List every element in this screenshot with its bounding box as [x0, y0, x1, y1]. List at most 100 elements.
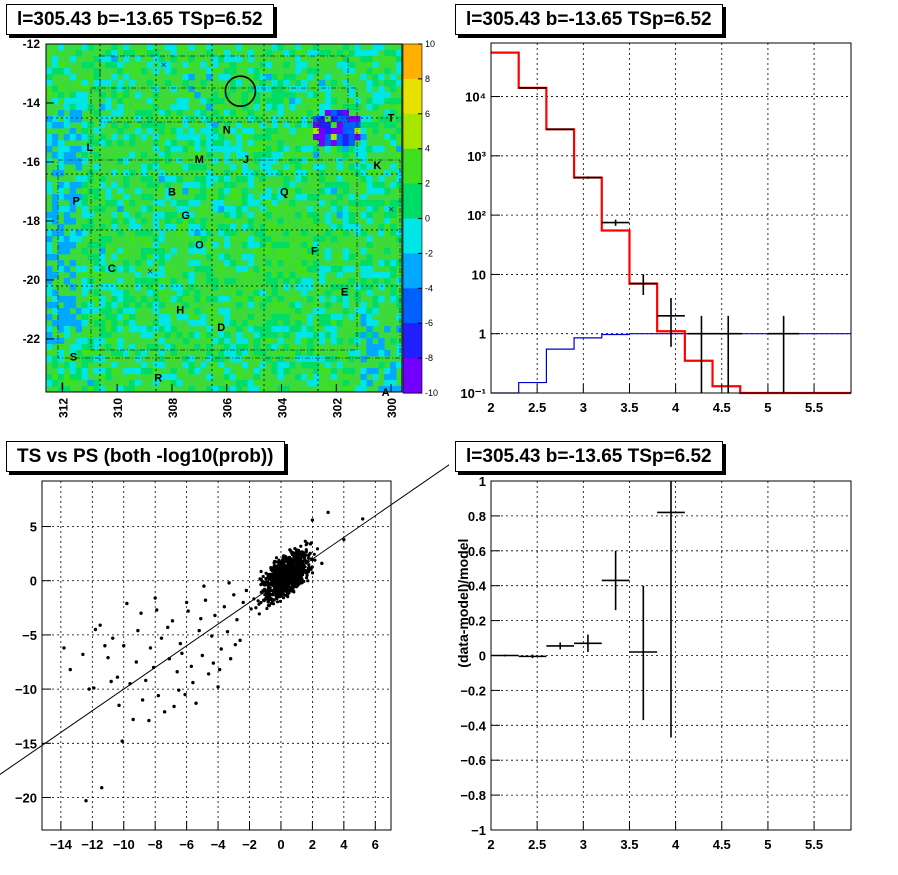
map-cell — [301, 236, 308, 243]
map-cell — [247, 326, 254, 333]
map-cell — [247, 272, 254, 279]
map-cell — [241, 380, 249, 387]
scatter-point — [122, 644, 126, 648]
map-cell — [235, 134, 243, 141]
map-cell — [301, 248, 308, 255]
map-cell — [164, 128, 171, 135]
map-cell — [111, 338, 118, 345]
map-cell — [57, 260, 65, 267]
map-cell — [135, 188, 142, 195]
map-cell — [295, 356, 302, 363]
colorbar-segment — [403, 330, 422, 338]
map-cell — [117, 194, 124, 201]
map-cell — [129, 266, 136, 273]
map-cell — [360, 74, 367, 81]
map-cell — [206, 182, 213, 189]
map-cell — [224, 224, 231, 231]
map-cell — [313, 380, 320, 387]
map-cell — [105, 50, 112, 57]
map-cell — [117, 92, 124, 99]
map-cell — [247, 110, 254, 117]
map-cell — [307, 248, 314, 255]
map-cell — [295, 302, 302, 309]
map-cell — [330, 266, 338, 273]
map-cell — [342, 62, 349, 69]
map-cell — [182, 80, 189, 87]
map-cell — [105, 320, 112, 327]
map-cell — [235, 170, 243, 177]
hist-x-tick-label: 3.5 — [620, 400, 638, 415]
map-cell — [324, 128, 332, 135]
map-cell — [318, 278, 326, 285]
map-cell — [129, 224, 136, 231]
map-cell — [194, 152, 201, 159]
map-cell — [396, 128, 403, 135]
map-cell — [146, 230, 154, 237]
map-cell — [46, 86, 53, 93]
map-cell — [69, 158, 76, 165]
map-cell — [170, 200, 177, 207]
scatter-cluster-point — [285, 560, 289, 564]
map-cell — [140, 278, 148, 285]
map-cell — [277, 152, 284, 159]
map-cell — [51, 374, 59, 381]
map-cell — [117, 62, 124, 69]
map-cell — [372, 188, 379, 195]
colorbar-segment — [403, 358, 422, 366]
map-cell — [218, 188, 225, 195]
map-cell — [224, 320, 231, 327]
map-cell — [336, 122, 343, 129]
map-cell — [354, 350, 361, 357]
map-cell — [188, 368, 195, 375]
map-cell — [111, 326, 118, 333]
map-cell — [396, 68, 403, 75]
map-cell — [253, 50, 260, 57]
map-cell — [313, 164, 320, 171]
map-cell — [194, 86, 201, 93]
map-cell — [241, 188, 249, 195]
map-cell — [384, 170, 391, 177]
map-cell — [348, 104, 355, 111]
map-cell — [348, 164, 355, 171]
map-cell — [146, 368, 154, 375]
map-cell — [295, 80, 302, 87]
hist-y-tick-label: 1 — [479, 327, 486, 342]
map-cell — [378, 224, 385, 231]
scatter-point — [199, 616, 203, 621]
map-cell — [289, 242, 296, 249]
map-cell — [46, 266, 53, 273]
map-cell — [360, 194, 367, 201]
map-cell — [164, 224, 171, 231]
map-cell — [99, 308, 106, 315]
map-cell — [224, 122, 231, 129]
map-cell — [271, 200, 278, 207]
map-cell — [158, 278, 165, 285]
map-cell — [69, 242, 76, 249]
map-cell — [336, 176, 343, 183]
map-cell — [265, 224, 272, 231]
colorbar-segment — [403, 232, 422, 241]
map-cell — [170, 140, 177, 147]
colorbar-segment — [403, 141, 422, 150]
scatter-y-tick-label: −15 — [15, 736, 37, 751]
map-cell — [81, 158, 88, 165]
map-cell — [123, 194, 130, 201]
map-cell — [63, 68, 71, 75]
map-cell — [87, 212, 94, 219]
map-cell — [170, 350, 177, 357]
map-cell — [265, 278, 272, 285]
map-cell — [336, 182, 343, 189]
map-cell — [324, 254, 332, 261]
map-cell — [390, 74, 397, 81]
map-cell — [247, 254, 254, 261]
map-cell — [366, 164, 373, 171]
map-cell — [63, 302, 71, 309]
map-cell — [360, 278, 367, 285]
map-cell — [336, 128, 343, 135]
map-cell — [117, 248, 124, 255]
map-cell — [318, 122, 326, 129]
map-cell — [81, 314, 88, 321]
colorbar-segment — [403, 302, 422, 310]
map-cell — [301, 116, 308, 123]
